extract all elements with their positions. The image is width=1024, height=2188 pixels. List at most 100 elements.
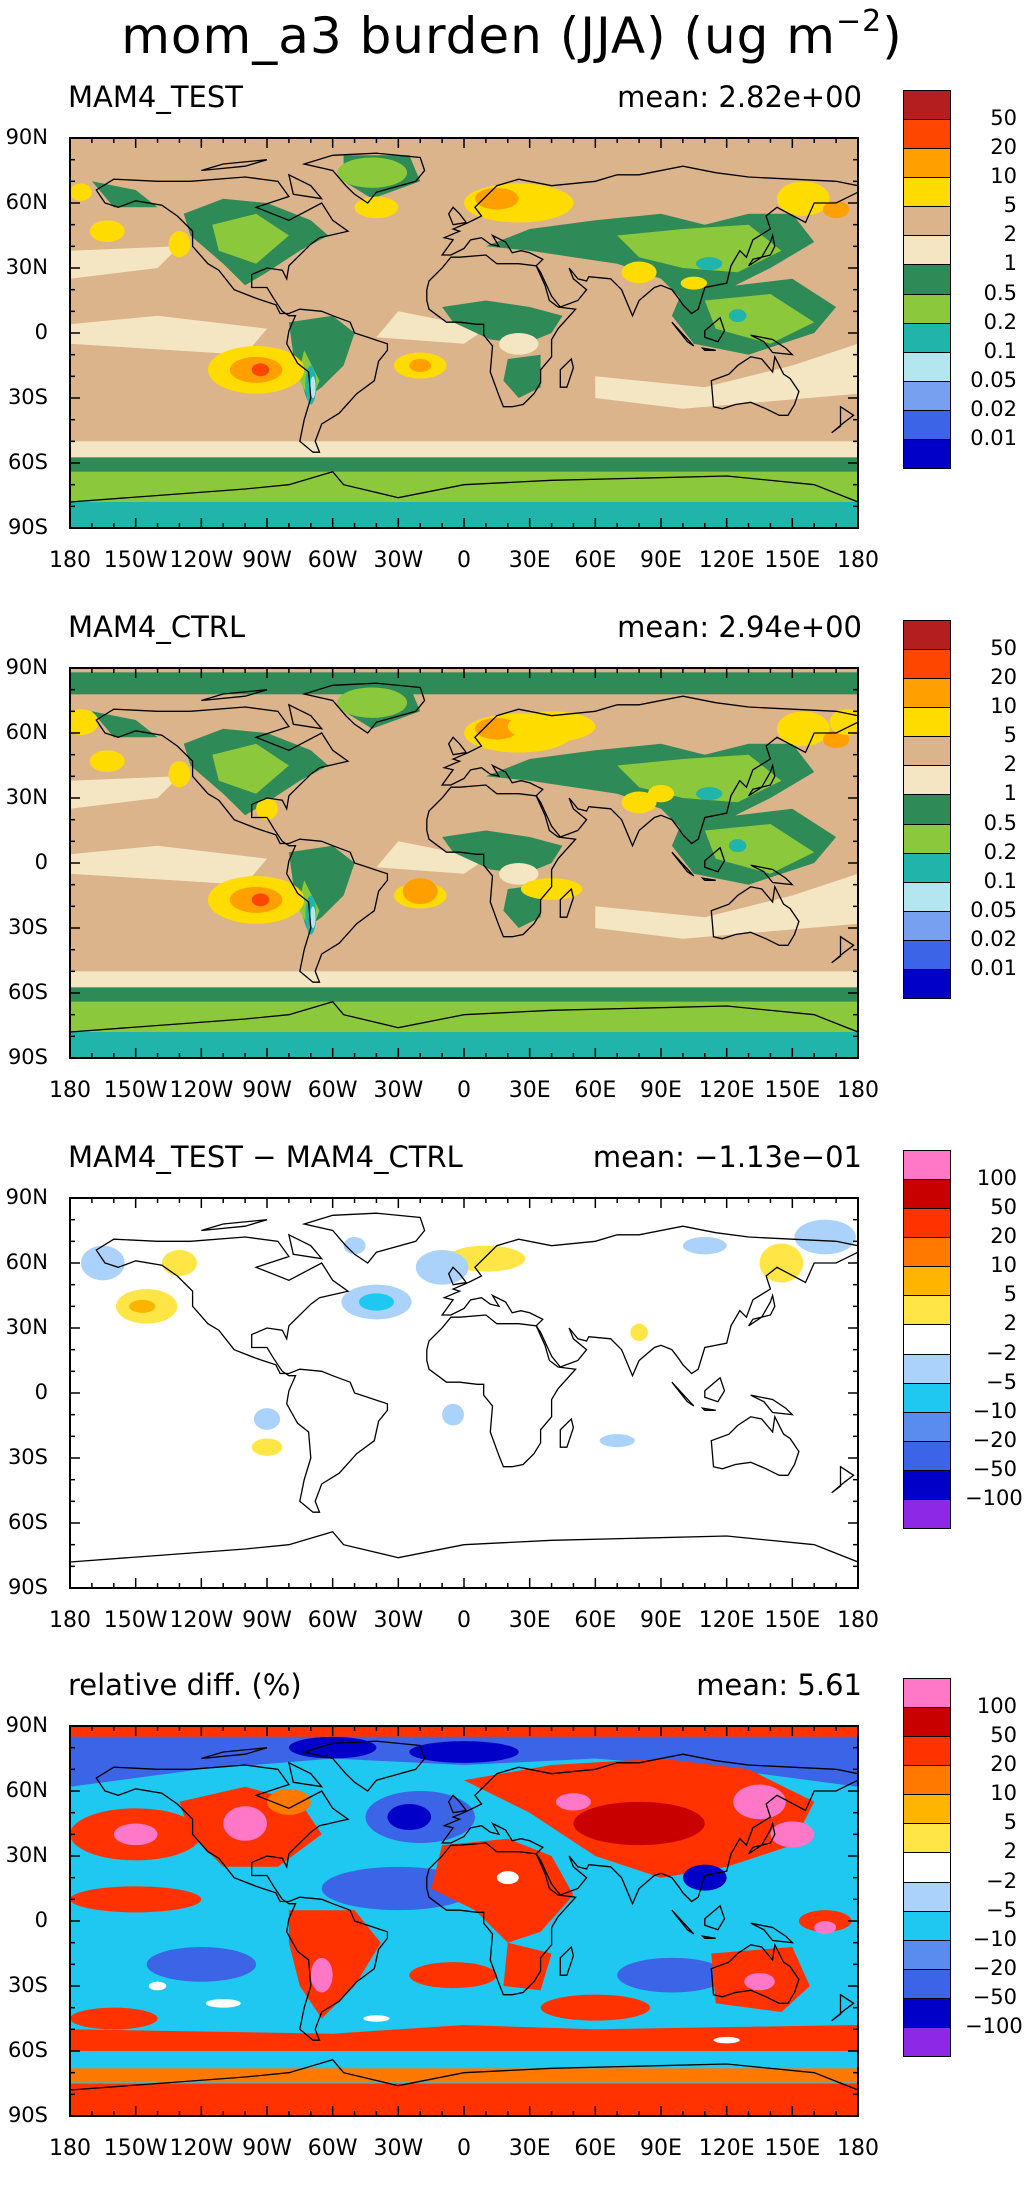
coastline xyxy=(831,405,855,434)
lon-tick-label: 90E xyxy=(640,1078,682,1103)
contour-region xyxy=(168,231,191,258)
colorbar xyxy=(903,1678,953,2057)
contour-region xyxy=(376,841,486,874)
colorbar-label: 0.05 xyxy=(970,897,1017,922)
tick-marks xyxy=(69,1197,859,1589)
lon-tick-label: 150W xyxy=(103,1608,168,1633)
map-plot xyxy=(69,1725,859,2117)
colorbar-label: 5 xyxy=(1003,723,1017,748)
map-panel: MAM4_TEST − MAM4_CTRL mean: −1.13e−01 90N 6… xyxy=(0,1060,1024,1633)
colorbar-label: 0.02 xyxy=(970,926,1017,951)
contour-region xyxy=(680,276,707,290)
contour-region xyxy=(70,315,267,355)
panel-mean: mean: 2.94e+00 xyxy=(617,610,862,644)
contour-region xyxy=(798,1910,852,1932)
colorbar-swatch xyxy=(903,90,951,121)
contour-region xyxy=(621,791,657,814)
lon-tick-label: 90W xyxy=(242,1078,292,1103)
contour-region xyxy=(70,1886,202,1913)
panel-mean: mean: 2.82e+00 xyxy=(617,80,862,114)
colorbar-label: 1 xyxy=(1003,781,1017,806)
coastline xyxy=(710,1942,800,2004)
contour-region xyxy=(310,906,316,928)
lon-tick-label: 180 xyxy=(49,1608,91,1633)
contour-region xyxy=(343,1237,366,1255)
colorbar-swatch xyxy=(903,409,951,440)
colorbar-swatch xyxy=(903,1150,951,1181)
colorbar-label: 0.01 xyxy=(970,425,1017,450)
colorbar-label: 5 xyxy=(1003,1810,1017,1835)
contour-region xyxy=(113,1823,158,1846)
colorbar-swatch xyxy=(903,380,951,411)
contour-region xyxy=(442,830,563,874)
coastline xyxy=(831,1465,855,1494)
lon-tick-label: 60E xyxy=(574,2136,617,2161)
colorbar-swatch xyxy=(903,293,951,324)
colorbar-label: 5 xyxy=(1003,193,1017,218)
panel-title: MAM4_TEST xyxy=(68,80,243,114)
contour-region xyxy=(89,750,125,772)
colorbar-swatch xyxy=(903,438,951,469)
colorbar-swatch xyxy=(903,264,951,295)
lon-tick-label: 60E xyxy=(574,1608,617,1633)
coastline xyxy=(700,1407,716,1411)
coastline xyxy=(710,354,800,416)
colorbar-label: 50 xyxy=(990,1195,1017,1220)
coastline xyxy=(201,1747,268,1760)
contour-region xyxy=(168,761,191,788)
lon-tick-label: 180 xyxy=(49,548,91,573)
colorbar-swatch xyxy=(903,1997,951,2028)
colorbar-label: −50 xyxy=(972,1984,1017,2009)
contour-region xyxy=(129,1299,156,1313)
panel-mean: mean: 5.61 xyxy=(696,1668,862,1702)
coastline xyxy=(700,1935,716,1939)
colorbar xyxy=(903,90,953,469)
colorbar-swatch xyxy=(903,794,951,825)
contour-region xyxy=(376,311,486,344)
coastline xyxy=(704,1376,726,1403)
contour-region xyxy=(387,1804,432,1830)
colorbar-swatch xyxy=(903,1794,951,1825)
coastline xyxy=(95,1764,389,2041)
lon-tick-label: 120W xyxy=(169,2136,234,2161)
contour-region xyxy=(251,363,270,377)
colorbar-swatch xyxy=(903,1765,951,1796)
colorbar-swatch xyxy=(903,1382,951,1413)
coastline xyxy=(287,1233,324,1260)
contour-region xyxy=(70,845,267,885)
colorbar-swatch xyxy=(903,1736,951,1767)
colorbar-swatch xyxy=(903,1266,951,1297)
coastline xyxy=(559,887,575,918)
contour-region xyxy=(409,1741,519,1763)
coastline xyxy=(748,233,776,267)
coastline xyxy=(831,1993,855,2022)
contour-region xyxy=(223,1806,267,1841)
contour-region xyxy=(80,1245,125,1281)
contour-region xyxy=(70,441,858,458)
lon-tick-label: 180 xyxy=(837,548,879,573)
lat-tick-label: 60N xyxy=(5,1250,48,1274)
coastline-layer xyxy=(70,1740,858,2116)
contour-region xyxy=(148,1981,167,1991)
contour-region xyxy=(499,333,539,355)
lat-tick-label: 90S xyxy=(7,1575,48,1599)
contour-region xyxy=(402,878,438,905)
lon-tick-label: 30W xyxy=(373,548,424,573)
lat-tick-label: 90N xyxy=(5,1185,48,1209)
coastline xyxy=(301,1212,426,1264)
lon-tick-label: 120E xyxy=(698,548,755,573)
field-layer xyxy=(70,1726,858,2116)
colorbar-swatch xyxy=(903,1411,951,1442)
contour-region xyxy=(777,711,830,746)
contour-region xyxy=(696,787,723,801)
colorbar-swatch xyxy=(903,322,951,353)
lon-tick-label: 120W xyxy=(169,1078,234,1103)
contour-region xyxy=(431,1838,574,1943)
lon-tick-label: 30W xyxy=(373,2136,424,2161)
contour-region xyxy=(704,824,815,874)
lon-tick-label: 180 xyxy=(49,1078,91,1103)
lon-tick-label: 30E xyxy=(508,1608,551,1633)
lon-tick-label: 150E xyxy=(764,1608,821,1633)
map-panel: MAM4_TEST mean: 2.82e+00 90N 60N 30N 0 30S 60S 9… xyxy=(0,0,1024,573)
lon-tick-label: 0 xyxy=(457,2136,471,2161)
